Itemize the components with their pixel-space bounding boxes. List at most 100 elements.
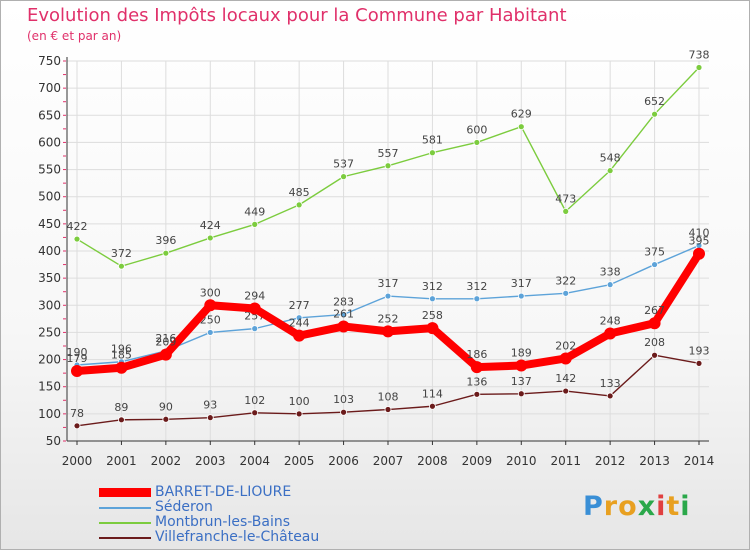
data-label: 186 (466, 348, 487, 361)
data-point (206, 414, 214, 422)
data-point (517, 123, 525, 131)
data-point (382, 325, 394, 338)
data-point (384, 292, 392, 300)
data-label: 395 (689, 235, 710, 248)
data-point (248, 302, 261, 315)
data-point (251, 409, 259, 417)
data-label: 537 (333, 158, 354, 171)
y-tick-label: 350 (38, 271, 61, 285)
data-label: 317 (511, 277, 532, 290)
data-label: 396 (155, 234, 176, 247)
data-label: 258 (422, 309, 443, 322)
data-point (651, 261, 658, 268)
data-label: 410 (689, 227, 710, 240)
data-label: 193 (689, 344, 710, 357)
y-tick-label: 500 (38, 190, 61, 204)
data-label: 90 (159, 400, 173, 413)
data-label: 485 (289, 186, 310, 199)
y-tick-label: 100 (38, 407, 61, 421)
data-label: 185 (111, 349, 132, 362)
data-point (429, 295, 436, 303)
data-label: 449 (244, 205, 265, 218)
data-label: 422 (67, 220, 88, 233)
data-point (562, 387, 570, 395)
y-tick-label: 150 (38, 380, 61, 394)
y-tick-label: 50 (46, 434, 61, 448)
data-point (162, 249, 170, 257)
logo-letter: t (666, 491, 681, 522)
data-point (206, 234, 214, 242)
legend-label: Montbrun-les-Bains (155, 514, 291, 530)
data-label: 248 (600, 315, 621, 328)
data-point (693, 247, 705, 260)
y-tick-label: 450 (38, 217, 61, 231)
data-label: 209 (155, 336, 176, 349)
data-label: 322 (555, 274, 576, 287)
data-label: 738 (689, 49, 710, 62)
data-point (473, 390, 481, 398)
y-tick-label: 700 (38, 81, 61, 95)
legend-swatch (99, 488, 151, 497)
y-tick-label: 200 (38, 353, 61, 367)
y-tick-label: 650 (38, 108, 61, 122)
data-label: 93 (203, 399, 217, 412)
data-label: 557 (378, 147, 399, 160)
data-label: 277 (289, 299, 310, 312)
data-point (159, 348, 172, 361)
y-tick-label: 400 (38, 244, 61, 258)
data-label: 600 (466, 123, 487, 136)
data-point (71, 364, 83, 377)
data-point (204, 299, 217, 312)
data-label: 108 (378, 391, 399, 404)
data-point (162, 415, 170, 423)
data-point (517, 390, 525, 398)
data-label: 196 (111, 343, 132, 356)
data-point (562, 207, 570, 215)
data-label: 114 (422, 387, 443, 400)
legend-label: BARRET-DE-LIOURE (155, 484, 292, 500)
data-label: 179 (67, 352, 88, 365)
data-point (384, 162, 392, 170)
logo-letter: i (680, 491, 691, 522)
chart-title: Evolution des Impôts locaux pour la Comm… (27, 5, 567, 26)
data-point (695, 359, 703, 367)
y-tick-label: 300 (38, 298, 61, 312)
data-label: 629 (511, 108, 532, 121)
data-point (118, 416, 125, 424)
data-label: 137 (511, 375, 532, 388)
y-tick-label: 750 (38, 54, 61, 68)
y-tick-label: 600 (38, 135, 61, 149)
legend-label: Villefranche-le-Château (155, 529, 320, 545)
proxiti-logo: Proxiti (583, 491, 691, 522)
x-tick-label: 2006 (328, 454, 359, 468)
data-point (73, 235, 81, 243)
data-point (118, 262, 125, 270)
x-tick-label: 2000 (62, 454, 93, 468)
data-point (517, 292, 525, 300)
data-point (648, 317, 661, 330)
x-tick-label: 2009 (462, 454, 493, 468)
x-tick-label: 2001 (106, 454, 137, 468)
logo-letter: i (656, 491, 667, 522)
y-tick-label: 250 (38, 325, 61, 339)
data-point (695, 64, 703, 71)
x-tick-label: 2003 (195, 454, 226, 468)
data-label: 317 (378, 277, 399, 290)
data-label: 133 (600, 377, 621, 390)
data-point (470, 361, 483, 374)
data-label: 375 (644, 246, 665, 259)
data-label: 300 (200, 286, 221, 299)
data-point (295, 201, 303, 209)
data-label: 244 (289, 317, 310, 330)
data-point (115, 361, 128, 374)
data-point (340, 173, 347, 181)
data-point (562, 289, 570, 297)
y-tick-label: 550 (38, 163, 61, 177)
data-point (473, 139, 481, 146)
data-point (651, 351, 658, 359)
data-label: 136 (466, 375, 487, 388)
legend-swatch (99, 537, 151, 539)
data-label: 581 (422, 134, 443, 147)
